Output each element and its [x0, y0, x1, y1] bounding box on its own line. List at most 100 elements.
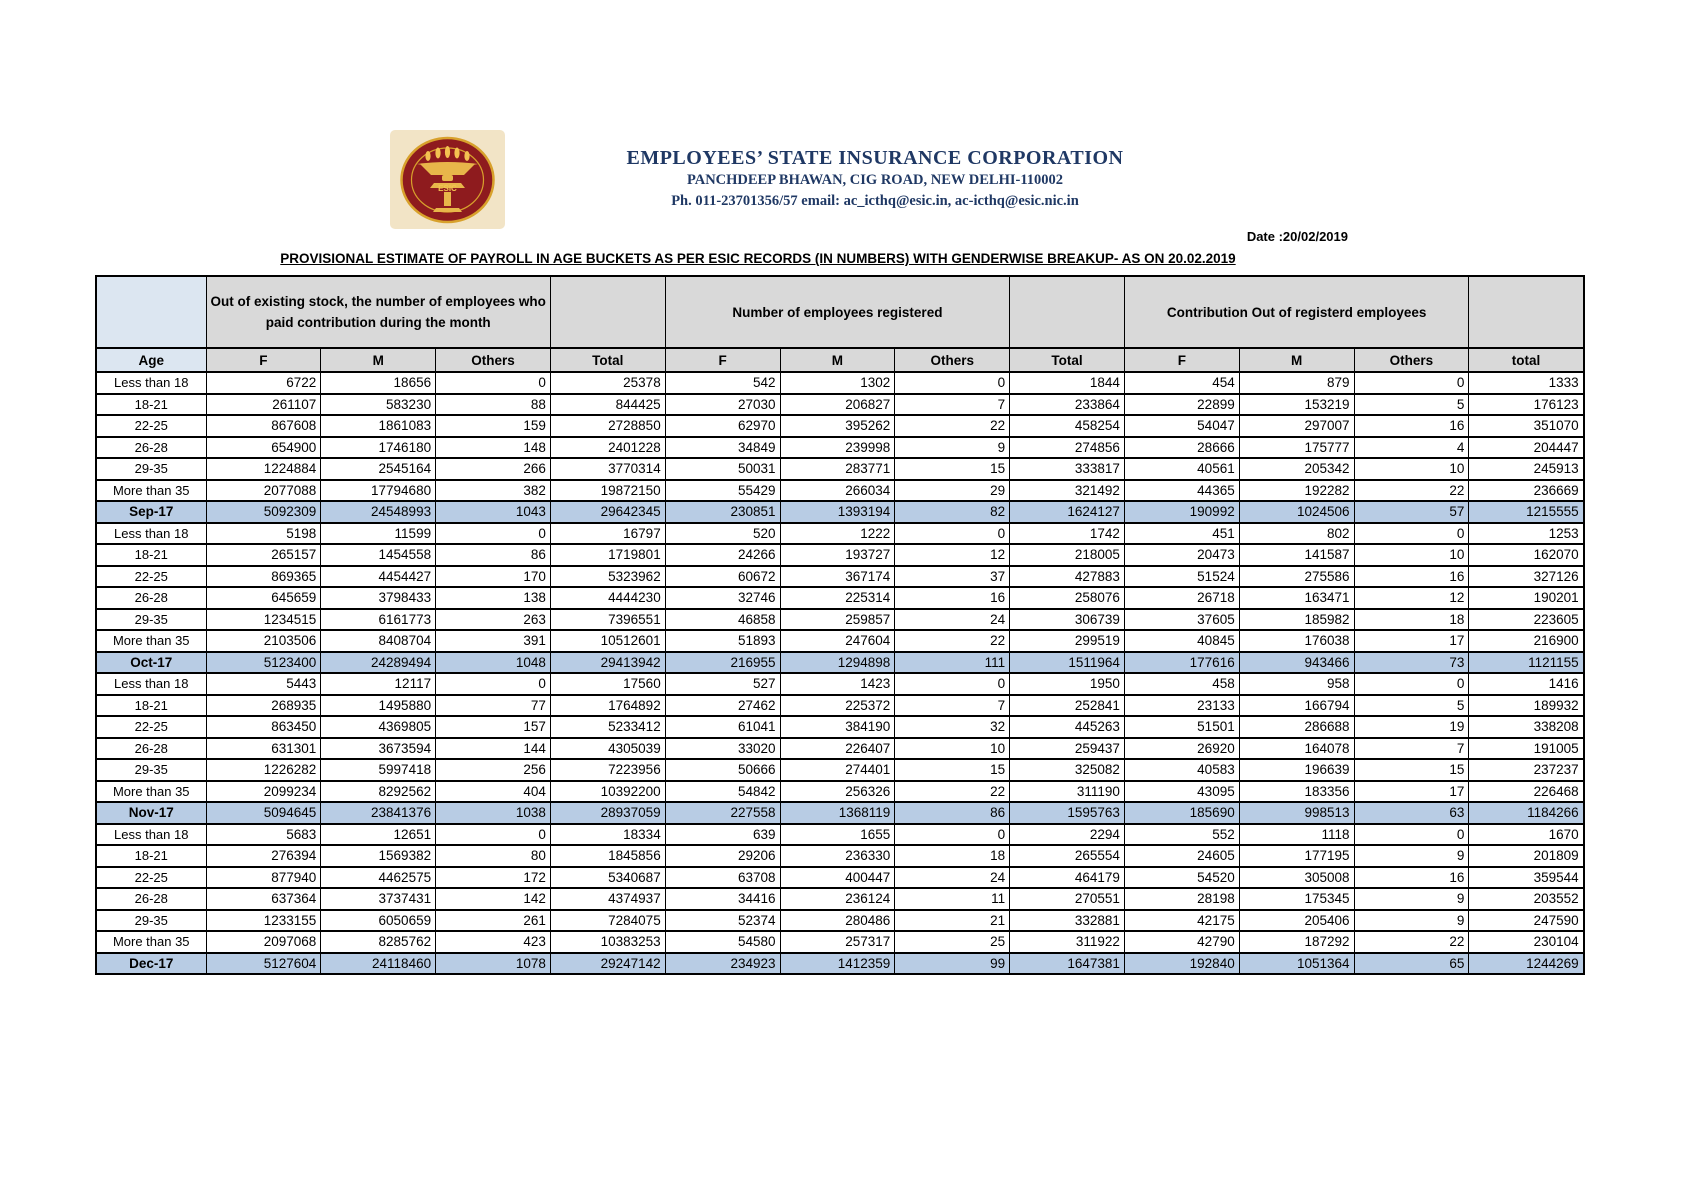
month-summary-row: Oct-17 5123400 24289494 1048 29413942 216955 1… [95, 651, 1585, 674]
value-cell: 256 [435, 758, 551, 782]
value-cell: 311190 [1009, 780, 1125, 803]
value-cell: 27030 [664, 393, 781, 416]
value-cell: 261 [435, 909, 551, 932]
value-cell: 1861083 [320, 414, 437, 438]
value-cell: 0 [1353, 672, 1470, 696]
value-cell: 423 [435, 930, 551, 954]
value-cell: 527 [664, 672, 781, 696]
value-cell: 26920 [1123, 737, 1240, 760]
value-cell: 230104 [1468, 930, 1585, 954]
value-cell: 201809 [1468, 844, 1585, 868]
value-cell: 395262 [779, 414, 896, 438]
value-cell: 1302 [779, 371, 896, 395]
summary-value-cell: 5127604 [205, 952, 322, 975]
value-cell: 54580 [664, 930, 781, 954]
value-cell: 1118 [1238, 823, 1355, 846]
value-cell: 17794680 [320, 479, 437, 502]
value-cell: 51524 [1123, 565, 1240, 588]
value-cell: 1423 [779, 672, 896, 696]
value-cell: 2103506 [205, 629, 322, 653]
value-cell: 265157 [205, 543, 322, 567]
value-cell: 259857 [779, 608, 896, 631]
value-cell: 26718 [1123, 586, 1240, 610]
value-cell: 205406 [1238, 909, 1355, 932]
value-cell: 4462575 [320, 866, 437, 889]
summary-value-cell: 23841376 [320, 801, 437, 825]
value-cell: 15 [894, 758, 1011, 782]
value-cell: 10383253 [549, 930, 666, 954]
value-cell: 5198 [205, 522, 322, 545]
summary-value-cell: 230851 [664, 500, 781, 524]
value-cell: 193727 [779, 543, 896, 567]
summary-value-cell: 24289494 [320, 651, 437, 674]
value-cell: 1454558 [320, 543, 437, 567]
value-cell: 16 [1353, 565, 1470, 588]
summary-value-cell: 1412359 [779, 952, 896, 975]
value-cell: 3798433 [320, 586, 437, 610]
value-cell: 10 [894, 737, 1011, 760]
summary-value-cell: 185690 [1123, 801, 1240, 825]
value-cell: 454 [1123, 371, 1240, 395]
value-cell: 12 [894, 543, 1011, 567]
table-row: 29-35 1224884 2545164 266 3770314 50031 283771… [95, 457, 1585, 481]
value-cell: 42175 [1123, 909, 1240, 932]
value-cell: 15 [894, 457, 1011, 481]
value-cell: 18334 [549, 823, 666, 846]
value-cell: 225372 [779, 694, 896, 717]
value-cell: 190201 [1468, 586, 1585, 610]
value-cell: 258076 [1009, 586, 1125, 610]
table-row: 26-28 645659 3798433 138 4444230 32746 225314 1… [95, 586, 1585, 610]
value-cell: 25 [894, 930, 1011, 954]
value-cell: 50666 [664, 758, 781, 782]
value-cell: 1222 [779, 522, 896, 545]
table-row: 22-25 863450 4369805 157 5233412 61041 384190 3… [95, 715, 1585, 739]
value-cell: 9 [1353, 909, 1470, 932]
value-cell: 639 [664, 823, 781, 846]
value-cell: 17 [1353, 780, 1470, 803]
summary-value-cell: 234923 [664, 952, 781, 975]
summary-value-cell: 5092309 [205, 500, 322, 524]
value-cell: 270551 [1009, 887, 1125, 911]
value-cell: 6050659 [320, 909, 437, 932]
value-cell: 5 [1353, 694, 1470, 717]
month-summary-row: Nov-17 5094645 23841376 1038 28937059 227558 1… [95, 801, 1585, 825]
age-cell: Less than 18 [95, 371, 207, 395]
value-cell: 10392200 [549, 780, 666, 803]
value-cell: 22899 [1123, 393, 1240, 416]
table-row: 26-28 654900 1746180 148 2401228 34849 239998 9… [95, 436, 1585, 459]
value-cell: 359544 [1468, 866, 1585, 889]
value-cell: 867608 [205, 414, 322, 438]
page-title: PROVISIONAL ESTIMATE OF PAYROLL IN AGE B… [280, 251, 1236, 266]
value-cell: 233864 [1009, 393, 1125, 416]
value-cell: 382 [435, 479, 551, 502]
value-cell: 1742 [1009, 522, 1125, 545]
column-header-9-f: F [1123, 347, 1240, 373]
esic-logo: ESIC [390, 130, 505, 229]
month-cell: Oct-17 [95, 651, 207, 674]
value-cell: 54842 [664, 780, 781, 803]
value-cell: 4305039 [549, 737, 666, 760]
value-cell: 1569382 [320, 844, 437, 868]
summary-value-cell: 192840 [1123, 952, 1240, 975]
value-cell: 247590 [1468, 909, 1585, 932]
value-cell: 218005 [1009, 543, 1125, 567]
column-header-6-m: M [779, 347, 896, 373]
value-cell: 166794 [1238, 694, 1355, 717]
value-cell: 17 [1353, 629, 1470, 653]
summary-value-cell: 1511964 [1009, 651, 1125, 674]
summary-value-cell: 99 [894, 952, 1011, 975]
value-cell: 263 [435, 608, 551, 631]
value-cell: 12651 [320, 823, 437, 846]
month-summary-row: Sep-17 5092309 24548993 1043 29642345 230851 1… [95, 500, 1585, 524]
value-cell: 237237 [1468, 758, 1585, 782]
summary-value-cell: 1368119 [779, 801, 896, 825]
value-cell: 268935 [205, 694, 322, 717]
group-header-spacer-1 [549, 275, 666, 349]
age-cell: 18-21 [95, 393, 207, 416]
value-cell: 153219 [1238, 393, 1355, 416]
value-cell: 25378 [549, 371, 666, 395]
value-cell: 445263 [1009, 715, 1125, 739]
value-cell: 223605 [1468, 608, 1585, 631]
value-cell: 8408704 [320, 629, 437, 653]
table-row: 18-21 268935 1495880 77 1764892 27462 225372 7 2… [95, 694, 1585, 717]
